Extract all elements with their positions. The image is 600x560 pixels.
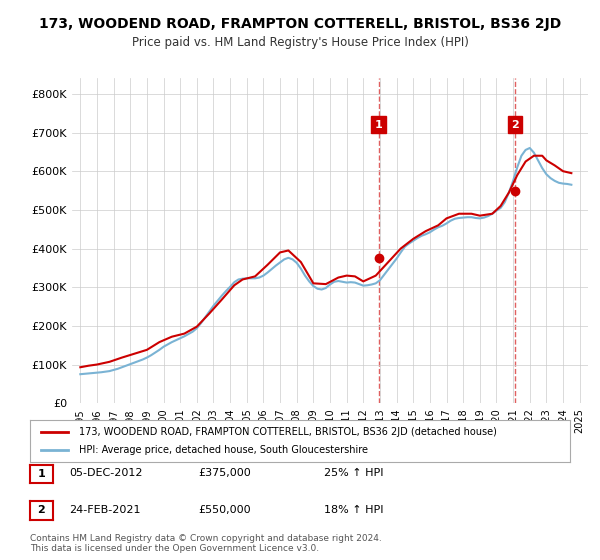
Text: HPI: Average price, detached house, South Gloucestershire: HPI: Average price, detached house, Sout… — [79, 445, 368, 455]
Text: 24-FEB-2021: 24-FEB-2021 — [69, 505, 140, 515]
Text: Price paid vs. HM Land Registry's House Price Index (HPI): Price paid vs. HM Land Registry's House … — [131, 36, 469, 49]
Text: 1: 1 — [375, 120, 382, 130]
Text: 05-DEC-2012: 05-DEC-2012 — [69, 468, 143, 478]
Text: Contains HM Land Registry data © Crown copyright and database right 2024.
This d: Contains HM Land Registry data © Crown c… — [30, 534, 382, 553]
Text: 173, WOODEND ROAD, FRAMPTON COTTERELL, BRISTOL, BS36 2JD: 173, WOODEND ROAD, FRAMPTON COTTERELL, B… — [39, 17, 561, 31]
Text: 2: 2 — [511, 120, 519, 130]
Text: 173, WOODEND ROAD, FRAMPTON COTTERELL, BRISTOL, BS36 2JD (detached house): 173, WOODEND ROAD, FRAMPTON COTTERELL, B… — [79, 427, 496, 437]
Text: 2: 2 — [38, 506, 45, 515]
Text: £375,000: £375,000 — [198, 468, 251, 478]
Text: 18% ↑ HPI: 18% ↑ HPI — [324, 505, 383, 515]
Text: 25% ↑ HPI: 25% ↑ HPI — [324, 468, 383, 478]
Text: 1: 1 — [38, 469, 45, 479]
Text: £550,000: £550,000 — [198, 505, 251, 515]
